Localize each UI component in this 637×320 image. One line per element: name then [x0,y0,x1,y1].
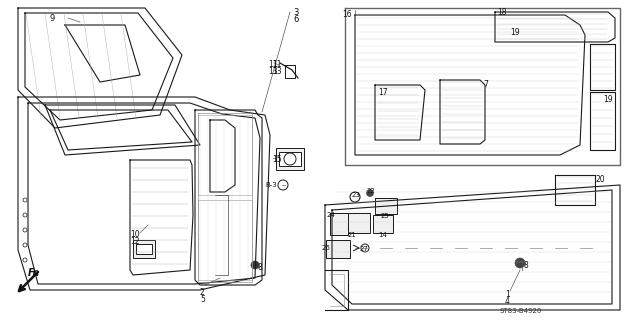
Text: 11: 11 [268,60,278,69]
Bar [276,148,304,170]
Text: B-3: B-3 [265,182,276,188]
Text: 3: 3 [293,8,298,17]
Text: 22: 22 [367,188,376,194]
Bar [373,215,393,233]
Bar [326,240,350,258]
Text: 9: 9 [50,14,55,23]
Text: 7: 7 [483,80,488,89]
Text: 1: 1 [505,290,510,299]
Text: 12: 12 [130,237,140,246]
Text: 18: 18 [497,8,506,17]
Text: 5: 5 [200,295,205,304]
Text: 10: 10 [130,230,140,239]
Text: 21: 21 [348,232,357,238]
Circle shape [515,258,525,268]
Text: 8: 8 [258,263,262,272]
Text: 26: 26 [322,245,331,251]
Text: 13: 13 [268,67,278,76]
Bar [348,213,370,233]
Text: 6: 6 [293,15,298,24]
Text: 27: 27 [360,246,369,252]
Text: 13: 13 [272,67,282,76]
Text: 16: 16 [342,10,352,19]
Text: 15: 15 [272,155,282,164]
Text: 24: 24 [327,212,336,218]
Circle shape [251,261,259,269]
Text: 17: 17 [378,88,388,97]
Text: 19: 19 [603,95,613,104]
Text: 19: 19 [510,28,520,37]
Text: 8: 8 [524,261,529,270]
Text: 23: 23 [352,192,361,198]
Text: Fr.: Fr. [28,268,41,278]
Text: 25: 25 [381,213,390,219]
Text: 20: 20 [596,175,606,184]
Bar [375,198,397,214]
Bar [279,152,301,166]
Bar [133,240,155,258]
Text: 4: 4 [505,297,510,306]
Text: 11: 11 [272,60,282,69]
Text: 2: 2 [200,288,204,297]
Text: 14: 14 [378,232,387,238]
Text: ST83-B4920: ST83-B4920 [500,308,542,314]
Circle shape [366,189,373,196]
Bar [330,213,348,235]
Bar [136,244,152,254]
